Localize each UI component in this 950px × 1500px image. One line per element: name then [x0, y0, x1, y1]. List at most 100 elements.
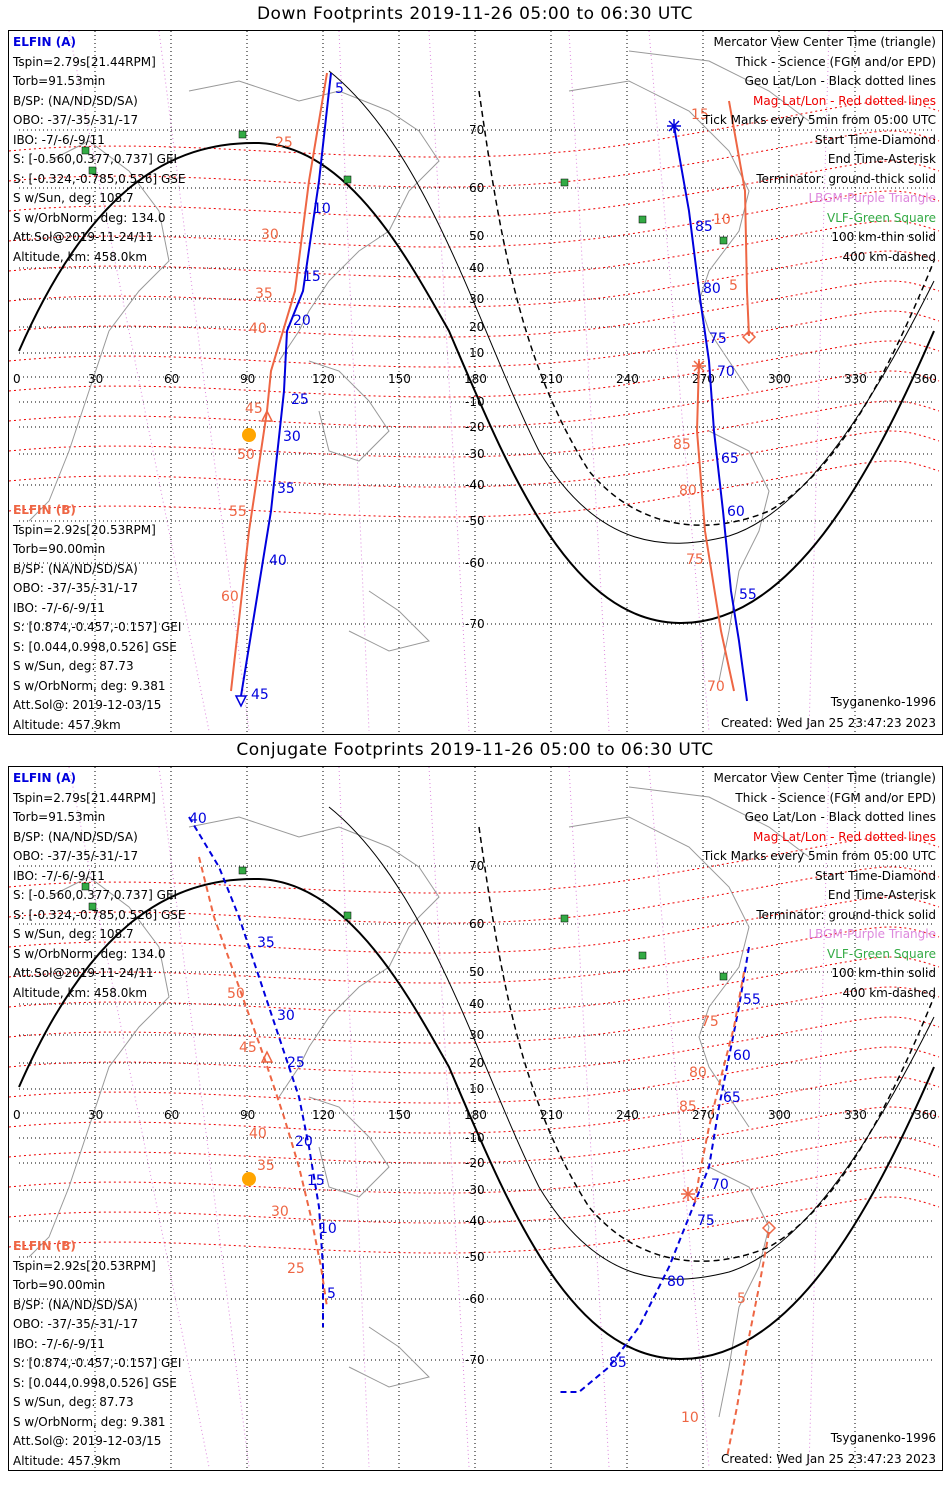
elfin-b-info-line: IBO: -7/-6/-9/11: [13, 1336, 105, 1351]
legend-item: Mercator View Center Time (triangle): [713, 771, 936, 785]
svg-text:20: 20: [469, 320, 484, 334]
svg-text:-70: -70: [465, 617, 485, 631]
elfin-a-conj-track-2: [559, 946, 750, 1393]
svg-text:5: 5: [335, 81, 344, 97]
elfin-b-info-line: B/SP: (NA/ND/SD/SA): [13, 1297, 138, 1312]
elfin-b-info-line: Tspin=2.92s[20.53RPM]: [13, 522, 156, 537]
markers-top: [234, 119, 757, 708]
elfin-b-info-line: S w/Sun, deg: 87.73: [13, 659, 134, 673]
down-footprints-map: 0 30 60 90 120 150 180 210 240 270 300 3…: [8, 30, 943, 735]
svg-text:-10: -10: [465, 1131, 485, 1145]
svg-text:-20: -20: [465, 1156, 485, 1170]
svg-text:0: 0: [13, 372, 21, 386]
bottom-map-canvas: 0 30 60 90 120 150 180 210 240 270 300 3…: [9, 767, 940, 1470]
elfin-a-info-line: S w/OrbNorm, deg: 134.0: [13, 946, 166, 961]
legend-item: VLF-Green Square: [827, 210, 936, 225]
svg-text:330: 330: [844, 1108, 867, 1122]
elfin-b-conj-track-2: [693, 971, 745, 1208]
geo-grid: [19, 31, 934, 734]
svg-text:10: 10: [319, 1221, 337, 1237]
svg-text:90: 90: [240, 1108, 255, 1122]
elfin-b-info-line: S w/Sun, deg: 87.73: [13, 1395, 134, 1409]
svg-text:-40: -40: [465, 478, 485, 492]
elfin-a-info-top: ELFIN (A) Tspin=2.79s[21.44RPM] Torb=91.…: [13, 33, 186, 267]
svg-text:10: 10: [713, 212, 731, 228]
svg-text:20: 20: [469, 1056, 484, 1070]
legend-top: Mercator View Center Time (triangle) Thi…: [703, 33, 936, 267]
lon-labels: 0 30 60 90 120 150 180 210 240 270 300 3…: [13, 1108, 937, 1122]
elfin-b-info-line: S: [0.044,0.998,0.526] GSE: [13, 1375, 177, 1390]
svg-text:60: 60: [469, 181, 484, 195]
created-timestamp: Created: Wed Jan 25 23:47:23 2023: [721, 1452, 936, 1466]
svg-text:85: 85: [673, 437, 691, 453]
svg-text:40: 40: [469, 997, 484, 1011]
legend-item: Terminator: ground-thick solid: [756, 171, 936, 186]
svg-text:30: 30: [88, 1108, 103, 1122]
svg-text:50: 50: [469, 965, 484, 979]
bottom-panel-title: Conjugate Footprints 2019-11-26 05:00 to…: [236, 740, 714, 760]
svg-text:55: 55: [739, 587, 757, 603]
elfin-a-info-line: S w/Sun, deg: 108.7: [13, 191, 134, 205]
elfin-a-info-line: Att.Sol@2019-11-24/11: [13, 230, 154, 244]
lgm-meridians: [68, 767, 830, 1468]
svg-text:30: 30: [283, 429, 301, 445]
svg-text:50: 50: [469, 229, 484, 243]
svg-text:40: 40: [189, 811, 207, 827]
svg-text:35: 35: [257, 1158, 275, 1174]
svg-text:50: 50: [237, 447, 255, 463]
svg-text:30: 30: [271, 1204, 289, 1220]
elfin-a-info-bottom: ELFIN (A) Tspin=2.79s[21.44RPM] Torb=91.…: [13, 769, 186, 1003]
svg-text:180: 180: [464, 372, 487, 386]
svg-text:40: 40: [249, 1126, 267, 1142]
svg-text:70: 70: [711, 1177, 729, 1193]
legend-item: Start Time-Diamond: [814, 132, 936, 147]
elfin-a-info-line: Torb=91.53min: [13, 74, 106, 88]
svg-text:150: 150: [388, 372, 411, 386]
svg-text:-50: -50: [465, 1250, 485, 1264]
elfin-b-info-line: S: [0.874,-0.457,-0.157] GEI: [13, 1356, 182, 1370]
top-map-canvas: 0 30 60 90 120 150 180 210 240 270 300 3…: [9, 31, 940, 734]
svg-text:60: 60: [469, 917, 484, 931]
geo-grid: [19, 767, 934, 1470]
terminator: [18, 806, 935, 1361]
created-timestamp: Created: Wed Jan 25 23:47:23 2023: [721, 716, 936, 730]
elfin-b-ticks-top: 25 30 35 40 45 50 55 60 15 10 5 85 80 75 70: [221, 107, 738, 695]
legend-item: LBGM-Purple Triangle: [808, 191, 936, 205]
elfin-b-info-line: Torb=90.00min: [13, 542, 106, 556]
elfin-a-info-line: S: [-0.560,0.377,0.737] GEI: [13, 152, 178, 166]
legend-item: VLF-Green Square: [827, 946, 936, 961]
svg-text:30: 30: [469, 1028, 484, 1042]
svg-text:75: 75: [709, 331, 727, 347]
elfin-b-info-line: S w/OrbNorm, deg: 9.381: [13, 1414, 166, 1429]
vlf-stations: [81, 866, 728, 981]
svg-text:240: 240: [616, 1108, 639, 1122]
legend-item: Terminator: ground-thick solid: [756, 907, 936, 922]
svg-text:180: 180: [464, 1108, 487, 1122]
legend-item: 400 km-dashed: [842, 985, 936, 1000]
elfin-b-info-line: S w/OrbNorm, deg: 9.381: [13, 678, 166, 693]
elfin-a-info-line: Tspin=2.79s[21.44RPM]: [13, 54, 156, 69]
svg-text:80: 80: [703, 281, 721, 297]
svg-text:60: 60: [733, 1048, 751, 1064]
coastlines: [28, 786, 810, 1418]
elfin-b-track-top-2: [728, 100, 750, 337]
model-label: Tsyganenko-1996: [830, 695, 936, 709]
elfin-a-track-top: [240, 72, 332, 697]
legend-item: Geo Lat/Lon - Black dotted lines: [744, 74, 936, 88]
elfin-a-conj-track-1: [188, 816, 324, 1327]
elfin-b-info-line: Tspin=2.92s[20.53RPM]: [13, 1258, 156, 1273]
svg-text:45: 45: [251, 687, 269, 703]
svg-text:-70: -70: [465, 1353, 485, 1367]
elfin-a-info-line: B/SP: (NA/ND/SD/SA): [13, 93, 138, 108]
svg-text:20: 20: [293, 313, 311, 329]
legend-item: Start Time-Diamond: [814, 868, 936, 883]
svg-text:-60: -60: [465, 1292, 485, 1306]
elfin-a-info-line: S w/OrbNorm, deg: 134.0: [13, 210, 166, 225]
elfin-a-info-line: OBO: -37/-35/-31/-17: [13, 113, 139, 127]
lgm-meridians: [68, 31, 830, 732]
elfin-b-info-line: OBO: -37/-35/-31/-17: [13, 1317, 139, 1331]
svg-text:75: 75: [701, 1014, 719, 1030]
svg-text:25: 25: [291, 392, 309, 408]
legend-item: Mercator View Center Time (triangle): [713, 35, 936, 49]
svg-text:60: 60: [164, 372, 179, 386]
